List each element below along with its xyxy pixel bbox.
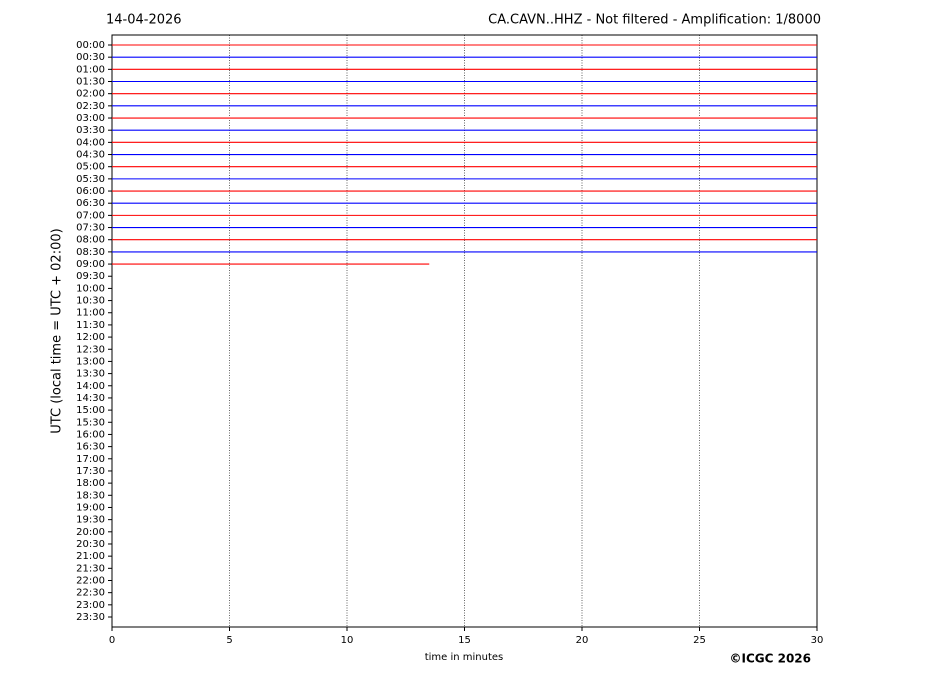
- y-tick-label: 18:30: [76, 490, 105, 501]
- y-tick-label: 20:00: [76, 527, 105, 538]
- y-tick-label: 01:00: [76, 64, 105, 75]
- y-tick-label: 05:30: [76, 174, 105, 185]
- y-tick-label: 03:00: [76, 113, 105, 124]
- y-tick-label: 15:00: [76, 405, 105, 416]
- y-tick-label: 22:00: [76, 575, 105, 586]
- y-tick-label: 11:00: [76, 308, 105, 319]
- y-tick-label: 16:30: [76, 442, 105, 453]
- x-axis-label: time in minutes: [425, 652, 504, 663]
- y-tick-label: 10:30: [76, 296, 105, 307]
- y-tick-label: 00:30: [76, 52, 105, 63]
- y-tick-label: 21:00: [76, 551, 105, 562]
- date: 14-04-2026: [106, 13, 182, 28]
- y-tick-label: 04:00: [76, 137, 105, 148]
- y-tick-label: 21:30: [76, 563, 105, 574]
- y-tick-label: 14:00: [76, 381, 105, 392]
- y-tick-label: 07:00: [76, 210, 105, 221]
- y-tick-label: 19:00: [76, 502, 105, 513]
- y-tick-label: 14:30: [76, 393, 105, 404]
- y-tick-label: 19:30: [76, 515, 105, 526]
- x-tick-label: 0: [109, 635, 115, 646]
- copyright: ©ICGC 2026: [729, 652, 811, 666]
- x-tick-label: 15: [458, 635, 471, 646]
- y-tick-label: 23:30: [76, 612, 105, 623]
- y-tick-label: 06:00: [76, 186, 105, 197]
- y-tick-label: 05:00: [76, 162, 105, 173]
- x-tick-label: 10: [341, 635, 354, 646]
- y-tick-label: 16:00: [76, 429, 105, 440]
- y-tick-label: 06:30: [76, 198, 105, 209]
- y-tick-label: 01:30: [76, 77, 105, 88]
- y-tick-label: 18:00: [76, 478, 105, 489]
- y-tick-label: 12:00: [76, 332, 105, 343]
- x-tick-label: 5: [226, 635, 232, 646]
- y-tick-label: 17:00: [76, 454, 105, 465]
- y-tick-label: 12:30: [76, 344, 105, 355]
- y-tick-label: 08:30: [76, 247, 105, 258]
- y-tick-label: 03:30: [76, 125, 105, 136]
- y-tick-label: 11:30: [76, 320, 105, 331]
- y-tick-label: 13:30: [76, 369, 105, 380]
- x-tick-label: 25: [693, 635, 706, 646]
- y-tick-label: 00:00: [76, 40, 105, 51]
- y-tick-label: 02:00: [76, 89, 105, 100]
- y-tick-label: 08:00: [76, 235, 105, 246]
- y-tick-label: 10:00: [76, 283, 105, 294]
- y-tick-label: 17:30: [76, 466, 105, 477]
- y-tick-label: 23:00: [76, 600, 105, 611]
- y-tick-label: 20:30: [76, 539, 105, 550]
- chart-title: CA.CAVN..HHZ - Not filtered - Amplificat…: [488, 13, 821, 28]
- y-tick-label: 04:30: [76, 150, 105, 161]
- y-tick-label: 02:30: [76, 101, 105, 112]
- x-tick-label: 30: [811, 635, 824, 646]
- y-tick-label: 09:30: [76, 271, 105, 282]
- y-axis-label: UTC (local time = UTC + 02:00): [50, 228, 65, 433]
- y-tick-label: 15:30: [76, 417, 105, 428]
- y-tick-label: 09:00: [76, 259, 105, 270]
- y-tick-label: 22:30: [76, 588, 105, 599]
- y-tick-label: 13:00: [76, 356, 105, 367]
- y-tick-label: 07:30: [76, 223, 105, 234]
- x-tick-label: 20: [576, 635, 589, 646]
